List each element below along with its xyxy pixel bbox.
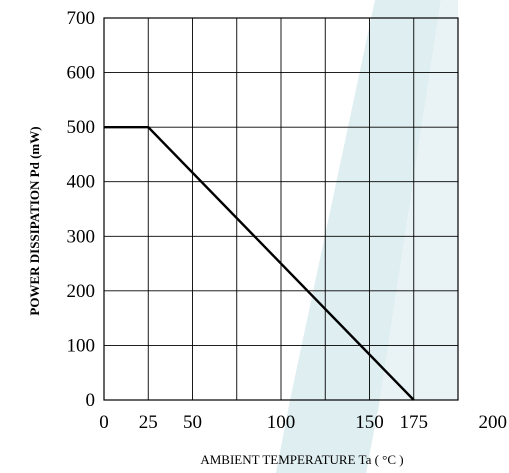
x-axis-ticks: 0 25 50 100 150 175 200 (99, 412, 507, 433)
x-tick-label: 25 (139, 412, 158, 433)
x-tick-label: 50 (183, 412, 202, 433)
x-axis-label: AMBIENT TEMPERATURE Ta ( °C ) (200, 452, 403, 467)
x-tick-label: 0 (99, 412, 109, 433)
y-tick-label: 700 (67, 8, 96, 29)
background-watermark-tail (276, 400, 380, 473)
grid-lines (104, 18, 458, 400)
y-axis-label: POWER DISSIPATION Pd (mW) (27, 126, 42, 315)
y-axis-ticks: 0 100 200 300 400 500 600 700 (67, 8, 96, 411)
background-watermark (380, 0, 458, 400)
derating-curve (104, 125, 415, 401)
y-tick-label: 600 (67, 63, 96, 84)
plot-frame (103, 17, 459, 401)
y-tick-label: 500 (67, 117, 96, 138)
x-tick-label: 200 (479, 412, 508, 433)
background-watermark (290, 0, 441, 400)
x-tick-label: 175 (400, 412, 429, 433)
y-tick-label: 400 (67, 172, 96, 193)
y-tick-label: 100 (67, 335, 96, 356)
y-tick-label: 200 (67, 281, 96, 302)
x-tick-label: 100 (267, 412, 296, 433)
x-tick-label: 150 (355, 412, 384, 433)
y-tick-label: 0 (86, 390, 96, 411)
y-tick-label: 300 (67, 226, 96, 247)
